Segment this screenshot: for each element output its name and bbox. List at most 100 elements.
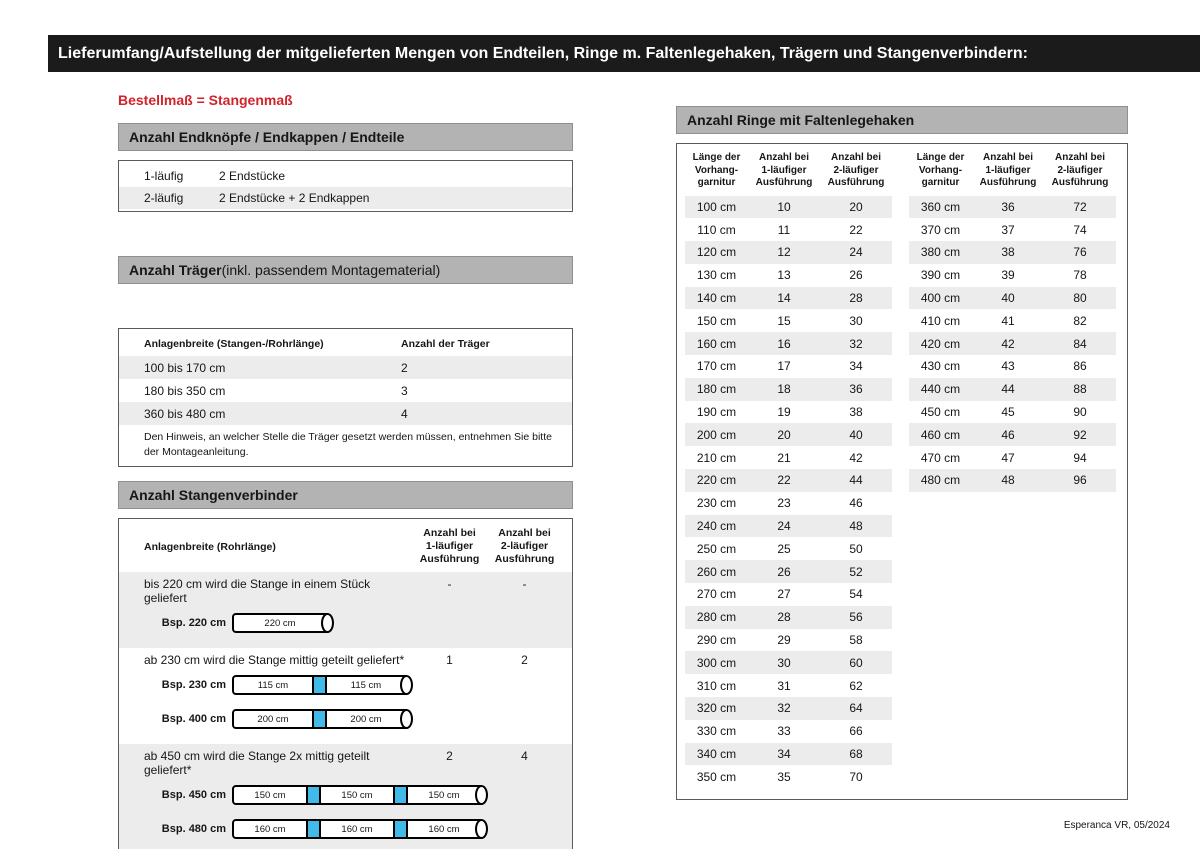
count-2laufig-cell: 84	[1073, 336, 1087, 351]
range-cell: 360 bis 480 cm	[144, 406, 226, 421]
range-cell: 180 bis 350 cm	[144, 383, 226, 398]
count-1laufig-cell: 15	[777, 313, 791, 328]
document-footer: Esperanca VR, 05/2024	[1063, 820, 1170, 831]
count-2laufig-cell: 90	[1073, 405, 1087, 420]
ringe-table-right: Länge der Vorhang- garnitur Anzahl bei 1…	[909, 152, 1116, 492]
count-1laufig-cell: 39	[1001, 268, 1015, 283]
rod-segment: 160 cm	[319, 819, 395, 840]
table-row: 250 cm 25 50	[685, 537, 892, 560]
rod-segment: 200 cm	[232, 709, 314, 730]
length-cell: 250 cm	[696, 541, 737, 556]
section-header-traeger-bold: Anzahl Träger	[129, 262, 222, 278]
stangenverbinder-connector	[306, 785, 321, 806]
table-row: 170 cm 17 34	[685, 355, 892, 378]
table-header-row: Anlagenbreite (Stangen-/Rohrlänge) Anzah…	[119, 331, 572, 356]
count-2laufig-cell: 4	[521, 749, 528, 764]
stangenverbinder-table: Anlagenbreite (Rohrlänge) Anzahl bei 1-l…	[118, 518, 573, 849]
rod-segment: 160 cm	[406, 819, 482, 840]
rod-example-row: Bsp. 230 cm 115 cm 115 cm	[119, 669, 562, 701]
table-row: 460 cm 46 92	[909, 423, 1116, 447]
rod-segment: 115 cm	[325, 675, 407, 696]
rod-example-row: Bsp. 400 cm 200 cm 200 cm	[119, 703, 562, 735]
lauf-type-cell: 1-läufig	[144, 169, 184, 183]
endteile-table: 1-läufig 2 Endstücke 2-läufig 2 Endstück…	[118, 160, 573, 212]
table-row: 450 cm 45 90	[909, 401, 1116, 424]
length-cell: 240 cm	[696, 519, 737, 534]
table-row: 390 cm 39 78	[909, 264, 1116, 287]
table-row: 290 cm 29 58	[685, 629, 892, 652]
count-2laufig-cell: 42	[849, 450, 863, 465]
table-row: 270 cm 27 54	[685, 583, 892, 606]
table-row: 400 cm 40 80	[909, 286, 1116, 310]
length-cell: 380 cm	[920, 245, 961, 260]
rod-endcap	[321, 613, 334, 634]
count-1laufig-cell: 10	[777, 199, 791, 214]
count-2laufig-cell: 92	[1073, 427, 1087, 442]
count-2laufig-cell: 94	[1073, 450, 1087, 465]
table-row: 110 cm 11 22	[685, 218, 892, 241]
count-2laufig-cell: 40	[849, 427, 863, 442]
count-1laufig-cell: 31	[777, 678, 791, 693]
count-2laufig-cell: 52	[849, 564, 863, 579]
group-description: bis 220 cm wird die Stange in einem Stüc…	[144, 577, 371, 606]
length-cell: 480 cm	[920, 473, 961, 488]
count-1laufig-cell: 25	[777, 541, 791, 556]
length-cell: 140 cm	[696, 291, 737, 306]
column-header-1laufig: Anzahl bei 1-läufiger Ausführung	[755, 152, 813, 188]
table-header-row: Anlagenbreite (Rohrlänge) Anzahl bei 1-l…	[119, 519, 572, 572]
rod-diagram: 160 cm 160 cm 160 cm	[232, 819, 488, 840]
length-cell: 350 cm	[696, 769, 737, 784]
table-row: 340 cm 34 68	[685, 742, 892, 766]
length-cell: 170 cm	[696, 359, 737, 374]
group-description: ab 230 cm wird die Stange mittig geteilt…	[144, 653, 405, 668]
count-2laufig-cell: 76	[1073, 245, 1087, 260]
ringe-rows-right: 360 cm 36 72 370 cm 37 74 380 cm 38 76 390 cm 39 78…	[909, 195, 1116, 492]
table-row: 330 cm 33 66	[685, 720, 892, 743]
count-cell: 3	[401, 383, 408, 398]
count-1laufig-cell: 29	[777, 633, 791, 648]
count-1laufig-cell: 35	[777, 769, 791, 784]
table-row: 2-läufig 2 Endstücke + 2 Endkappen	[119, 187, 572, 209]
subtitle-bestellmass: Bestellmaß = Stangenmaß	[118, 92, 293, 108]
count-1laufig-cell: 1	[446, 653, 453, 668]
table-row: 310 cm 31 62	[685, 674, 892, 697]
length-cell: 360 cm	[920, 199, 961, 214]
section-header-traeger: Anzahl Träger (inkl. passendem Montagema…	[118, 256, 573, 284]
count-1laufig-cell: 13	[777, 268, 791, 283]
group-header-row: bis 220 cm wird die Stange in einem Stüc…	[119, 577, 562, 605]
section-header-endteile-label: Anzahl Endknöpfe / Endkappen / Endteile	[129, 129, 405, 145]
count-2laufig-cell: 74	[1073, 222, 1087, 237]
table-row: 240 cm 24 48	[685, 514, 892, 538]
group-description: ab 450 cm wird die Stange 2x mittig gete…	[144, 749, 370, 778]
count-1laufig-cell: 32	[777, 701, 791, 716]
length-cell: 410 cm	[920, 313, 961, 328]
length-cell: 180 cm	[696, 382, 737, 397]
stangenverbinder-connector	[312, 709, 327, 730]
count-1laufig-cell: 48	[1001, 473, 1015, 488]
rod-diagram: 200 cm 200 cm	[232, 709, 413, 730]
stangenverbinder-connector	[393, 819, 408, 840]
count-1laufig-cell: 14	[777, 291, 791, 306]
table-row: 280 cm 28 56	[685, 605, 892, 629]
count-2laufig-cell: 68	[849, 747, 863, 762]
table-row: 100 cm 10 20	[685, 195, 892, 219]
rod-segment: 115 cm	[232, 675, 314, 696]
rod-segment: 150 cm	[406, 785, 482, 806]
count-1laufig-cell: 30	[777, 655, 791, 670]
length-cell: 470 cm	[920, 450, 961, 465]
count-2laufig-cell: 82	[1073, 313, 1087, 328]
traeger-table: Anlagenbreite (Stangen-/Rohrlänge) Anzah…	[118, 328, 573, 467]
count-2laufig-cell: 36	[849, 382, 863, 397]
page-title: Lieferumfang/Aufstellung der mitgeliefer…	[58, 44, 1028, 62]
group-header-row: ab 450 cm wird die Stange 2x mittig gete…	[119, 749, 562, 777]
table-row: 210 cm 21 42	[685, 446, 892, 469]
table-row: 160 cm 16 32	[685, 332, 892, 356]
table-row: 430 cm 43 86	[909, 355, 1116, 378]
count-2laufig-cell: 38	[849, 405, 863, 420]
page-title-bar: Lieferumfang/Aufstellung der mitgeliefer…	[48, 35, 1200, 72]
count-2laufig-cell: 22	[849, 222, 863, 237]
rod-segment: 150 cm	[319, 785, 395, 806]
count-2laufig-cell: 70	[849, 769, 863, 784]
ringe-table-box: Länge der Vorhang- garnitur Anzahl bei 1…	[676, 143, 1128, 800]
